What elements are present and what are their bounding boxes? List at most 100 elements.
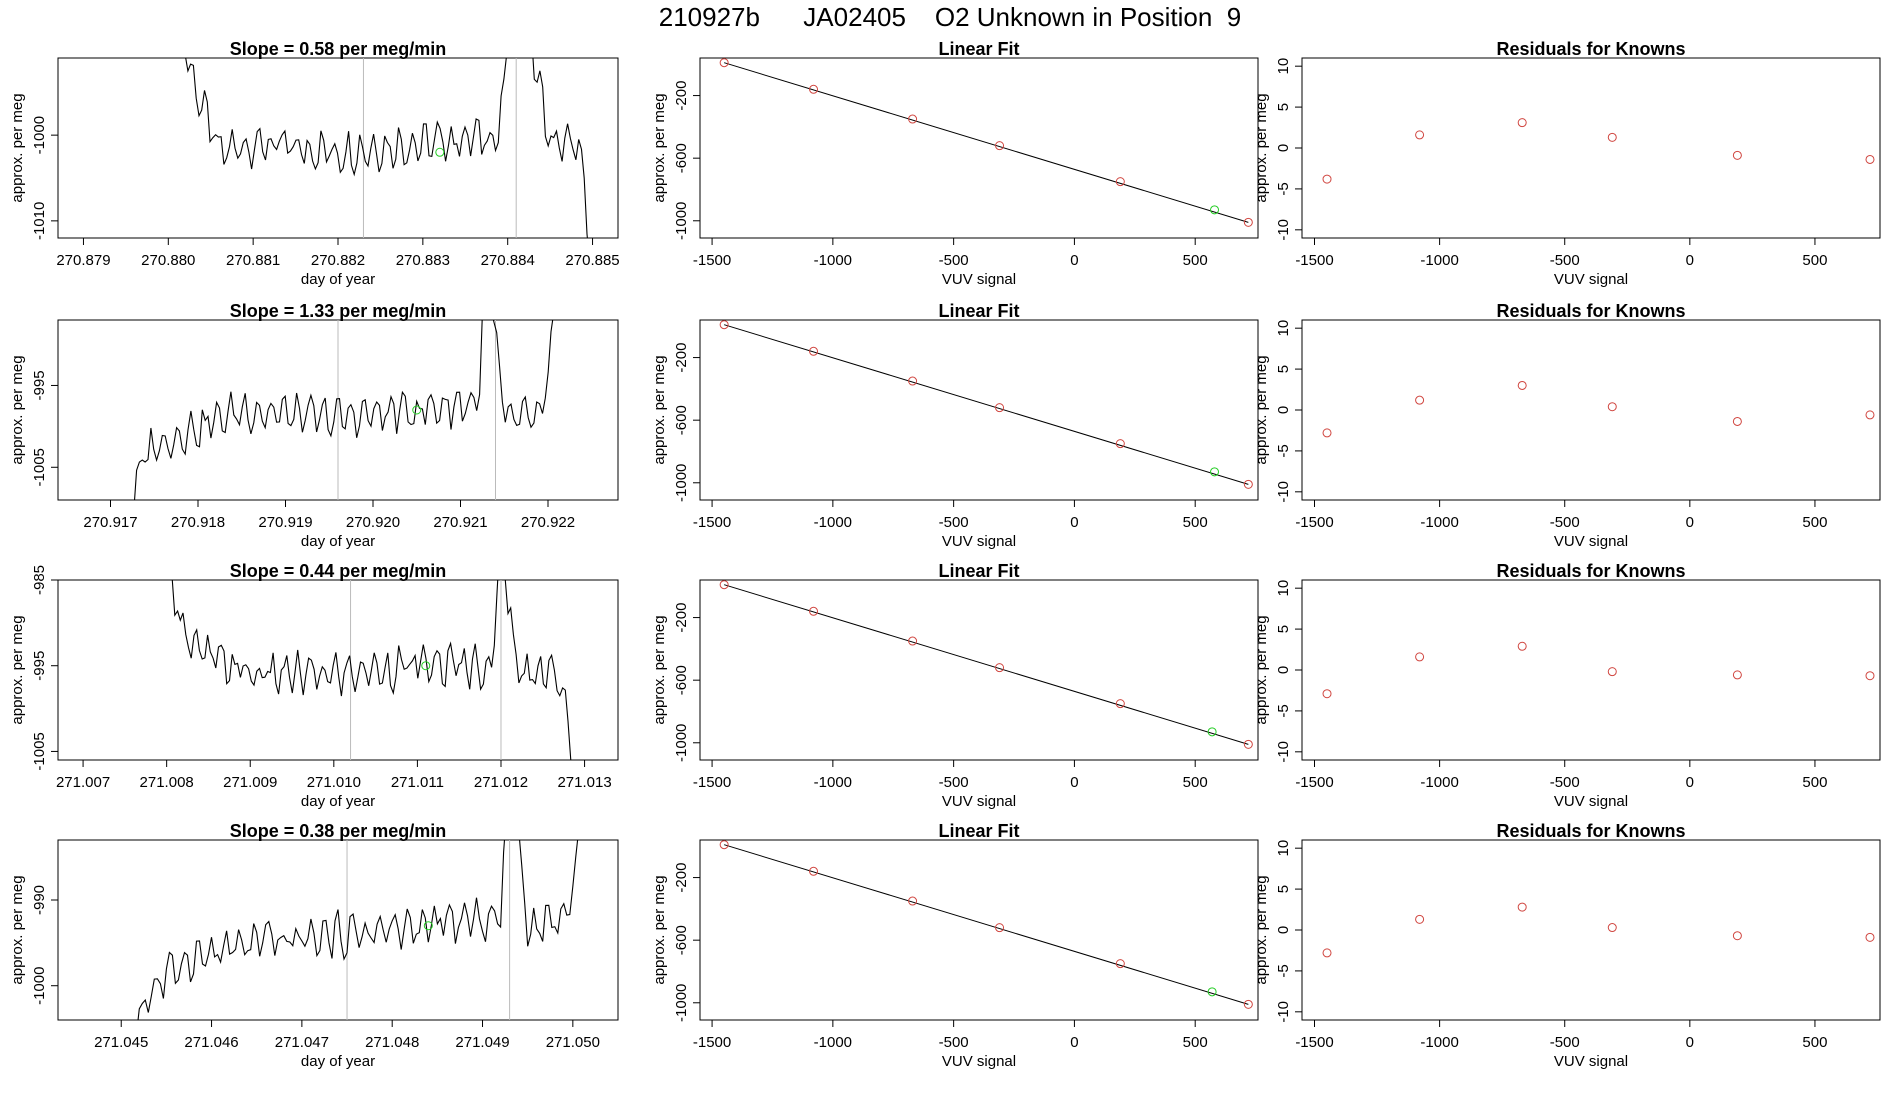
x-tick-label: 270.922	[521, 514, 575, 531]
panel-linear-fit-4: Linear Fit-1500 -1000 -500 0 500-200-600-100…	[651, 821, 1259, 1070]
y-tick-label: 10	[1275, 840, 1292, 857]
y-tick-label: -995	[31, 651, 48, 681]
panel-title: Residuals for Knowns	[1496, 821, 1685, 841]
residual-point	[1865, 932, 1875, 942]
y-tick-label: -10	[1275, 481, 1292, 503]
panel-title: Residuals for Knowns	[1496, 39, 1685, 59]
x-tick-label: 500	[1802, 1034, 1827, 1051]
x-tick-label: -1500	[693, 1034, 731, 1051]
y-tick-label: -10	[1275, 219, 1292, 241]
x-tick-label: 271.050	[546, 1034, 600, 1051]
x-tick-label: 271.007	[56, 774, 110, 791]
unknown-marker	[421, 661, 431, 671]
x-tick-label: -1500	[693, 774, 731, 791]
residual-point	[1732, 931, 1742, 941]
plot-frame	[57, 579, 619, 761]
y-tick-label: 0	[1275, 666, 1292, 674]
residual-point	[1517, 902, 1527, 912]
y-axis-label: approx. per meg	[1253, 875, 1270, 984]
y-tick-label: -990	[31, 885, 48, 915]
residual-point	[1517, 118, 1527, 128]
x-tick-label: 271.009	[223, 774, 277, 791]
residual-point	[1322, 174, 1332, 184]
x-tick-label: 270.885	[565, 252, 619, 269]
known-point	[1243, 479, 1253, 489]
known-point	[995, 403, 1005, 413]
plot-area	[1322, 902, 1875, 958]
x-tick-label: 271.013	[557, 774, 611, 791]
x-axis-label: VUV signal	[1554, 793, 1628, 810]
x-tick-label: -1500	[1295, 252, 1333, 269]
y-axis-label: approx. per meg	[9, 615, 26, 724]
plot-frame	[57, 57, 619, 239]
known-point	[1243, 999, 1253, 1009]
known-point	[719, 320, 729, 330]
y-tick-label: 5	[1275, 103, 1292, 111]
x-axis-label: VUV signal	[1554, 533, 1628, 550]
unknown-point	[1207, 987, 1217, 997]
panel-title: Linear Fit	[938, 301, 1019, 321]
x-axis-label: day of year	[301, 793, 375, 810]
known-point	[719, 840, 729, 850]
x-tick-label: 270.881	[226, 252, 280, 269]
y-tick-label: -1010	[31, 202, 48, 240]
x-tick-label: -1000	[814, 774, 852, 791]
panel-time-series-2: Slope = 1.33 per meg/min 270.917 270.918 27…	[9, 301, 619, 550]
x-tick-label: 270.882	[311, 252, 365, 269]
known-point	[809, 866, 819, 876]
known-point	[1243, 739, 1253, 749]
y-axis-label: approx. per meg	[651, 355, 668, 464]
residual-point	[1415, 395, 1425, 405]
y-tick-label: -10	[1275, 1001, 1292, 1023]
x-tick-label: -500	[939, 514, 969, 531]
y-axis-label: approx. per meg	[1253, 355, 1270, 464]
known-point	[809, 346, 819, 356]
y-tick-label: -1005	[31, 448, 48, 486]
x-axis-label: day of year	[301, 271, 375, 288]
known-point	[995, 923, 1005, 933]
y-tick-label: -200	[673, 343, 690, 373]
known-point	[1115, 959, 1125, 969]
residual-point	[1865, 154, 1875, 164]
y-tick-label: -600	[673, 925, 690, 955]
panel-title: Slope = 0.38 per meg/min	[230, 821, 447, 841]
x-tick-label: 271.046	[184, 1034, 238, 1051]
x-tick-label: 500	[1802, 252, 1827, 269]
x-tick-label: -500	[1550, 1034, 1580, 1051]
x-tick-label: 271.008	[140, 774, 194, 791]
fit-line	[724, 62, 1249, 223]
residual-point	[1415, 652, 1425, 662]
y-tick-label: -600	[673, 405, 690, 435]
panel-title: Residuals for Knowns	[1496, 301, 1685, 321]
known-point	[1243, 217, 1253, 227]
y-tick-label: 0	[1275, 406, 1292, 414]
panel-title: Linear Fit	[938, 39, 1019, 59]
x-axis-label: VUV signal	[1554, 271, 1628, 288]
y-tick-label: -995	[31, 370, 48, 400]
x-tick-label: 500	[1183, 252, 1208, 269]
y-axis-label: approx. per meg	[651, 875, 668, 984]
x-tick-label: 270.921	[433, 514, 487, 531]
y-tick-label: -200	[673, 603, 690, 633]
plot-frame	[1301, 839, 1881, 1021]
y-tick-label: -1005	[31, 732, 48, 770]
panel-title: Residuals for Knowns	[1496, 561, 1685, 581]
plot-area	[719, 320, 1253, 489]
plot-area	[1322, 118, 1875, 184]
y-tick-label: 0	[1275, 144, 1292, 152]
plot-area	[719, 840, 1253, 1009]
known-point	[1115, 439, 1125, 449]
x-tick-label: 270.884	[481, 252, 535, 269]
plot-area	[185, 58, 588, 238]
x-tick-label: 270.919	[258, 514, 312, 531]
y-tick-label: 10	[1275, 58, 1292, 75]
x-axis-label: VUV signal	[942, 1053, 1016, 1070]
unknown-marker	[435, 147, 445, 157]
x-axis-label: VUV signal	[1554, 1053, 1628, 1070]
known-point	[908, 896, 918, 906]
x-tick-label: 271.011	[391, 774, 444, 791]
y-tick-label: 5	[1275, 365, 1292, 373]
y-axis-label: approx. per meg	[1253, 615, 1270, 724]
x-tick-label: 500	[1802, 514, 1827, 531]
panel-linear-fit-3: Linear Fit-1500 -1000 -500 0 500-200-600-100…	[651, 561, 1259, 810]
